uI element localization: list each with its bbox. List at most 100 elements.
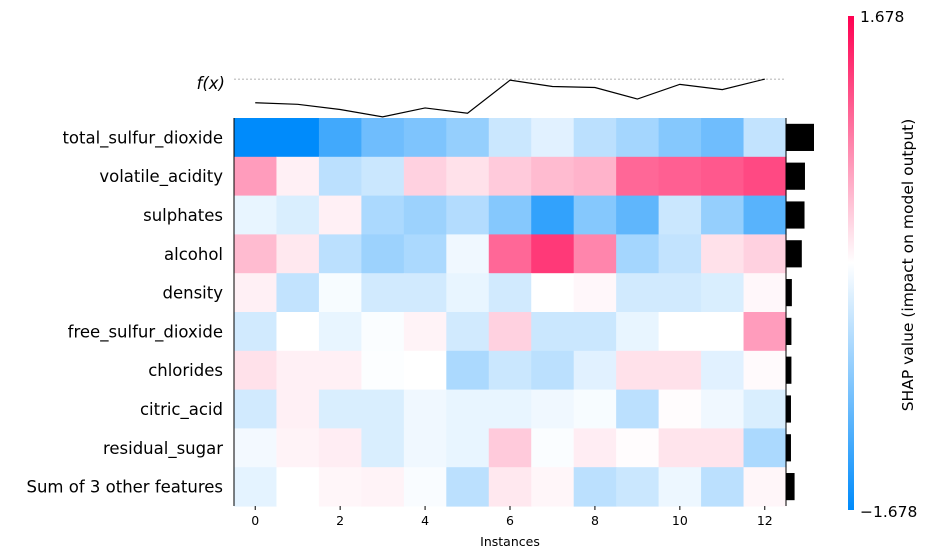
heatmap-cell	[658, 273, 702, 313]
heatmap-cell	[318, 350, 362, 391]
heatmap-cell	[488, 389, 532, 429]
heatmap-cell	[573, 312, 617, 352]
heatmap-cell	[403, 350, 447, 391]
heatmap-cell	[658, 467, 702, 507]
heatmap-cell	[488, 156, 532, 197]
heatmap-cell	[234, 350, 278, 391]
feature-label: residual_sugar	[103, 439, 223, 459]
heatmap-cell	[361, 350, 405, 391]
heatmap-cell	[446, 156, 490, 197]
x-tick-label: 8	[591, 513, 599, 528]
heatmap-cell	[488, 467, 532, 507]
heatmap-cell	[361, 118, 405, 158]
x-axis-title: Instances	[480, 534, 540, 549]
heatmap-cell	[616, 156, 660, 197]
heatmap-cell	[573, 350, 617, 391]
heatmap-cell	[658, 156, 702, 197]
heatmap-cell	[361, 156, 405, 197]
heatmap-cell	[403, 118, 447, 158]
heatmap-cells	[234, 118, 787, 507]
heatmap-cell	[743, 273, 787, 313]
importance-bar	[786, 240, 802, 268]
heatmap-cell	[616, 467, 660, 507]
feature-labels: total_sulfur_dioxide volatile_aciditysulp…	[26, 128, 223, 496]
heatmap-cell	[234, 428, 278, 468]
heatmap-cell	[701, 118, 745, 158]
heatmap-cell	[446, 273, 490, 313]
heatmap-cell	[318, 118, 362, 158]
heatmap-cell	[616, 234, 660, 274]
heatmap-cell	[488, 195, 532, 235]
heatmap-cell	[361, 312, 405, 352]
heatmap-cell	[361, 389, 405, 429]
heatmap-cell	[276, 273, 320, 313]
heatmap-cell	[234, 118, 278, 158]
heatmap-cell	[234, 467, 278, 507]
heatmap-cell	[234, 234, 278, 274]
importance-bar	[786, 317, 792, 345]
heatmap-cell	[361, 234, 405, 274]
heatmap-cell	[531, 195, 575, 235]
heatmap-cell	[446, 234, 490, 274]
heatmap-cell	[573, 273, 617, 313]
heatmap-cell	[361, 467, 405, 507]
heatmap-cell	[658, 234, 702, 274]
heatmap-cell	[616, 312, 660, 352]
heatmap-cell	[701, 195, 745, 235]
heatmap-cell	[361, 428, 405, 468]
heatmap-cell	[488, 273, 532, 313]
heatmap-cell	[318, 428, 362, 468]
heatmap-cell	[318, 389, 362, 429]
heatmap-cell	[573, 467, 617, 507]
heatmap-cell	[573, 195, 617, 235]
importance-bar	[786, 434, 791, 462]
heatmap-cell	[743, 350, 787, 391]
heatmap-cell	[743, 195, 787, 235]
heatmap-cell	[234, 195, 278, 235]
heatmap-cell	[318, 467, 362, 507]
heatmap-cell	[573, 234, 617, 274]
heatmap-cell	[658, 350, 702, 391]
heatmap-cell	[531, 156, 575, 197]
heatmap-cell	[403, 273, 447, 313]
feature-label: free_sulfur_dioxide	[68, 322, 223, 342]
heatmap-cell	[446, 118, 490, 158]
fx-plot: f(x)	[197, 74, 786, 118]
heatmap-cell	[743, 389, 787, 429]
heatmap-cell	[446, 428, 490, 468]
heatmap-cell	[276, 467, 320, 507]
heatmap-cell	[531, 273, 575, 313]
heatmap-cell	[743, 312, 787, 352]
heatmap-cell	[488, 118, 532, 158]
heatmap-cell	[403, 234, 447, 274]
heatmap-cell	[531, 467, 575, 507]
colorbar-gradient	[848, 16, 854, 510]
heatmap-cell	[361, 195, 405, 235]
heatmap-cell	[531, 389, 575, 429]
heatmap-cell	[488, 350, 532, 391]
heatmap-cell	[446, 195, 490, 235]
heatmap-cell	[276, 118, 320, 158]
heatmap-cell	[446, 350, 490, 391]
heatmap-cell	[658, 118, 702, 158]
heatmap-cell	[616, 118, 660, 158]
heatmap-cell	[616, 389, 660, 429]
heatmap-cell	[488, 428, 532, 468]
importance-bar	[786, 395, 791, 423]
importance-bar	[786, 279, 792, 307]
heatmap-cell	[616, 273, 660, 313]
heatmap-cell	[488, 312, 532, 352]
heatmap-cell	[403, 312, 447, 352]
heatmap-cell	[701, 350, 745, 391]
x-tick-label: 12	[757, 513, 773, 528]
heatmap-cell	[276, 389, 320, 429]
heatmap-cell	[658, 312, 702, 352]
importance-bar	[786, 123, 814, 151]
heatmap-cell	[276, 350, 320, 391]
feature-label: density	[163, 284, 224, 303]
heatmap-cell	[743, 118, 787, 158]
x-tick-label: 10	[672, 513, 688, 528]
heatmap-cell	[276, 195, 320, 235]
heatmap-cell	[318, 273, 362, 313]
colorbar-title: SHAP value (impact on model output)	[899, 119, 917, 412]
